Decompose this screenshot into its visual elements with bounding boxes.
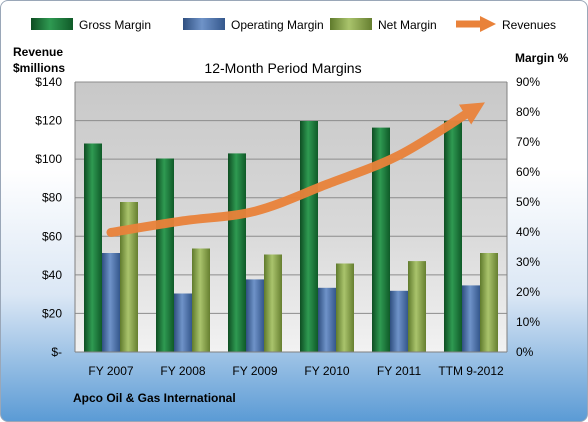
category-label: FY 2010 [304,364,349,378]
operating-margin-bar [390,290,408,352]
right-tick-label: 0% [516,345,534,359]
legend-label: Gross Margin [79,18,151,32]
operating-margin-bar [462,285,480,352]
category-label: FY 2009 [232,364,277,378]
legend: Gross Margin Operating Margin Net Margin Re… [31,16,556,32]
right-tick-label: 30% [516,255,540,269]
left-tick-label: $40 [42,268,62,282]
right-tick-label: 90% [516,75,540,89]
gross-margin-bar [300,121,318,352]
legend-swatch [183,18,225,30]
footer-label: Apco Oil & Gas International [73,391,236,405]
gridlines [75,81,507,314]
plot-area [75,82,507,352]
category-label: TTM 9-2012 [438,364,504,378]
left-axis-title-line2: $millions [13,61,65,75]
left-tick-label: $80 [42,191,62,205]
left-axis-title-line1: Revenue [13,45,63,59]
bar-series [84,121,498,352]
operating-margin-bar [102,253,120,352]
legend-swatch [31,18,73,30]
right-tick-label: 50% [516,195,540,209]
net-margin-bar [408,261,426,352]
net-margin-bar [336,263,354,352]
category-label: FY 2011 [377,364,422,378]
left-axis-title: Revenue $millions [13,45,65,75]
net-margin-bar [480,253,498,352]
left-tick-label: $- [51,345,62,359]
legend-arrow-head [480,16,496,32]
left-tick-label: $60 [42,229,62,243]
gross-margin-bar [84,143,102,352]
legend-label: Operating Margin [231,18,324,32]
right-tick-label: 80% [516,105,540,119]
gross-margin-bar [372,127,390,352]
gross-margin-bar [228,153,246,352]
right-tick-label: 10% [516,315,540,329]
revenues-series-line [106,102,485,237]
operating-margin-bar [246,279,264,352]
legend-label: Net Margin [378,18,437,32]
left-tick-label: $20 [42,306,62,320]
right-tick-label: 40% [516,225,540,239]
operating-margin-bar [174,293,192,352]
right-tick-label: 20% [516,285,540,299]
operating-margin-bar [318,287,336,352]
revenue-line [106,102,485,237]
gross-margin-bar [444,121,462,352]
left-tick-label: $100 [35,152,62,166]
left-tick-label: $120 [35,114,62,128]
legend-swatch [330,18,372,30]
right-tick-label: 70% [516,135,540,149]
net-margin-bar [120,202,138,352]
right-axis-title: Margin % [515,51,569,65]
gross-margin-bar [156,158,174,352]
left-tick-label: $140 [35,75,62,89]
legend-label: Revenues [502,18,556,32]
net-margin-bar [192,248,210,352]
category-label: FY 2007 [88,364,133,378]
net-margin-bar [264,254,282,352]
category-label: FY 2008 [160,364,205,378]
right-tick-label: 60% [516,165,540,179]
axes: $- $20 $40 $60 $80 $100 $120 $140 0% 10% 20% 30% 40%… [35,75,540,378]
chart-title: 12-Month Period Margins [204,60,361,76]
